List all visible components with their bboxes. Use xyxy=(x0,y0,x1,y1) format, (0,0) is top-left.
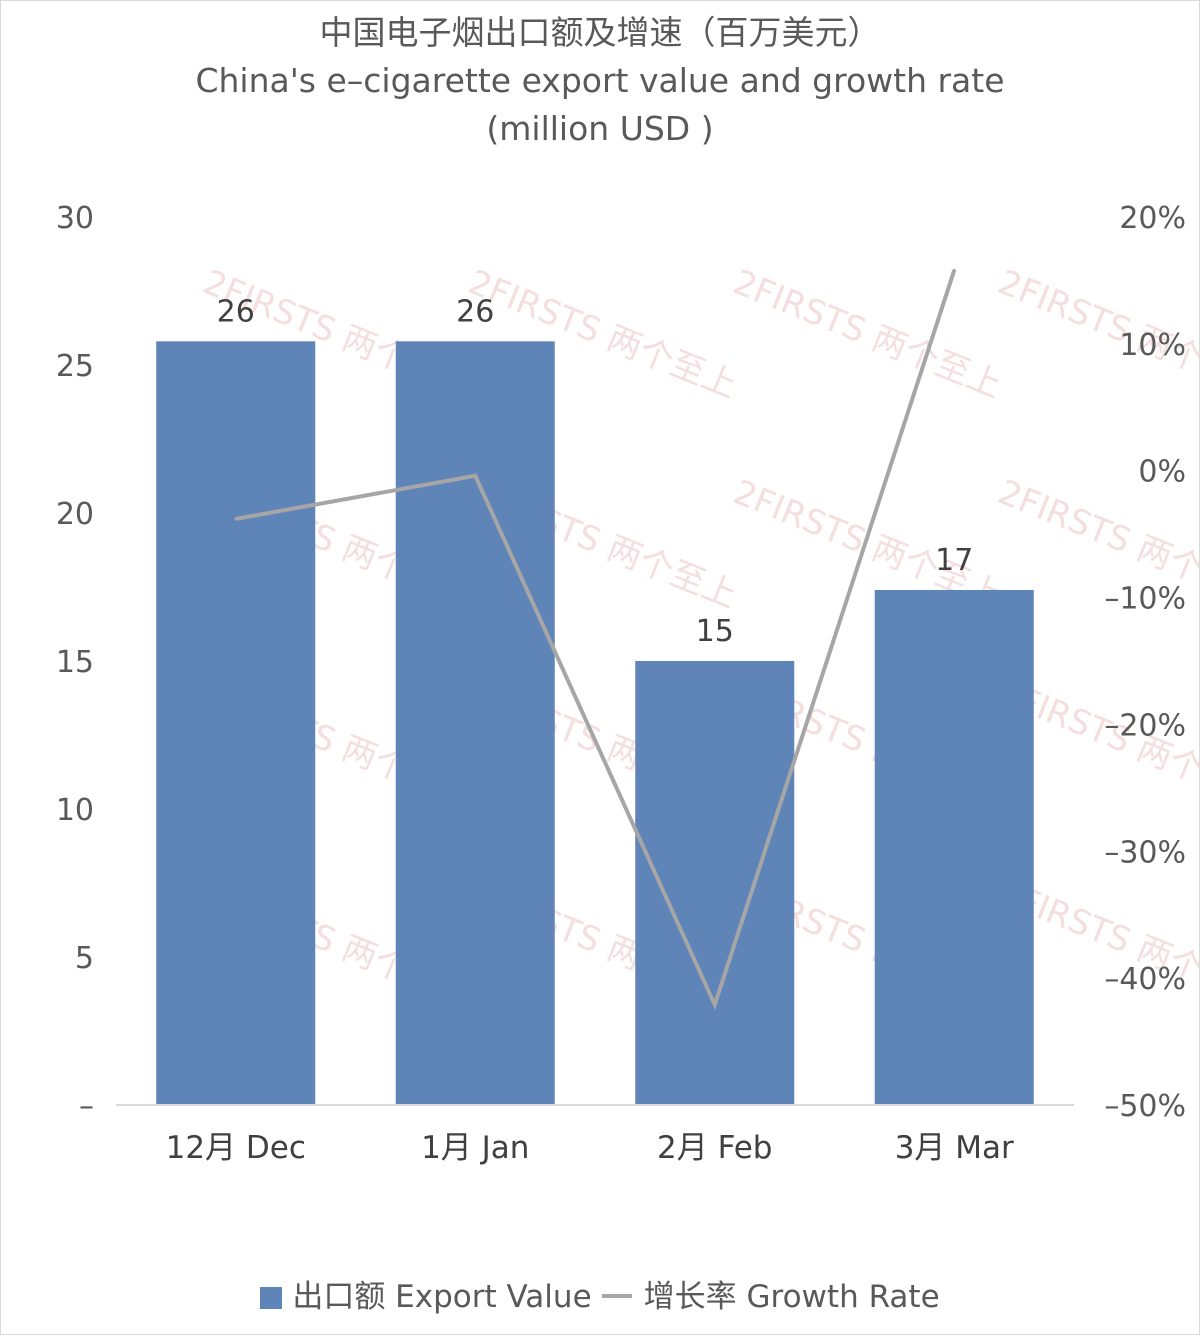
right-axis-tick-label: 10% xyxy=(1119,328,1186,363)
left-axis-tick-label: 25 xyxy=(56,349,94,384)
bar-value-label-2: 26 xyxy=(456,294,494,329)
left-axis-tick-label: 10 xyxy=(56,793,94,828)
legend-swatch-export-value xyxy=(260,1287,283,1309)
left-axis-ticks: – 5 10 15 20 25 30 xyxy=(56,201,94,1124)
x-axis-category-label: 12月 Dec xyxy=(166,1130,306,1166)
bar-1 xyxy=(156,341,316,1105)
bar-4 xyxy=(874,589,1034,1105)
left-axis-tick-label: 30 xyxy=(56,201,94,236)
line-series xyxy=(234,268,957,1011)
bar-value-label-4: 17 xyxy=(935,543,973,578)
title-chinese: 中国电子烟出口额及增速（百万美元） xyxy=(319,13,881,52)
right-axis-tick-label: 0% xyxy=(1138,455,1186,490)
legend-label-growth-rate: 增长率 Growth Rate xyxy=(643,1279,940,1315)
x-axis-category-label: 3月 Mar xyxy=(895,1130,1014,1166)
watermark-text: 2FIRSTS 两个至上 xyxy=(728,262,1008,406)
left-axis-tick-label: 20 xyxy=(56,497,94,532)
title-unit: (million USD ) xyxy=(486,109,714,148)
right-axis-tick-label: –40% xyxy=(1104,962,1186,997)
right-axis-ticks: –50% –40% –30% –20% –10% 0% 10% 20% xyxy=(1104,201,1186,1124)
bar-value-label-3: 15 xyxy=(696,614,734,649)
category-labels: 12月 Dec 1月 Jan 2月 Feb 3月 Mar xyxy=(166,1130,1014,1166)
left-axis-tick-label: 5 xyxy=(75,941,94,976)
x-axis-category-label: 2月 Feb xyxy=(657,1130,772,1166)
growth-rate-point-4 xyxy=(952,268,956,272)
bar-2 xyxy=(395,341,555,1105)
legend: 出口额 Export Value 增长率 Growth Rate xyxy=(1,1271,1199,1316)
left-axis-tick-label: – xyxy=(79,1089,94,1124)
right-axis-tick-label: –20% xyxy=(1104,708,1186,743)
legend-label-export-value: 出口额 Export Value xyxy=(292,1279,592,1315)
left-axis-tick-label: 15 xyxy=(56,645,94,680)
growth-rate-point-2 xyxy=(473,474,477,478)
x-axis-category-label: 1月 Jan xyxy=(421,1130,529,1166)
growth-rate-point-1 xyxy=(234,517,238,521)
bar-series xyxy=(156,341,1034,1105)
right-axis-tick-label: –30% xyxy=(1104,835,1186,870)
data-labels: 26 26 15 17 xyxy=(217,294,974,649)
right-axis-tick-label: –10% xyxy=(1104,582,1186,617)
growth-rate-line xyxy=(235,269,957,1011)
right-axis-tick-label: –50% xyxy=(1104,1089,1186,1124)
chart-title: 中国电子烟出口额及增速（百万美元） China's e–cigarette ex… xyxy=(1,9,1199,153)
title-english: China's e–cigarette export value and gro… xyxy=(195,61,1005,100)
legend-swatch-growth-rate xyxy=(601,1294,632,1298)
bar-value-label-1: 26 xyxy=(217,294,255,329)
right-axis-tick-label: 20% xyxy=(1119,201,1186,236)
growth-rate-point-3 xyxy=(713,1003,717,1007)
